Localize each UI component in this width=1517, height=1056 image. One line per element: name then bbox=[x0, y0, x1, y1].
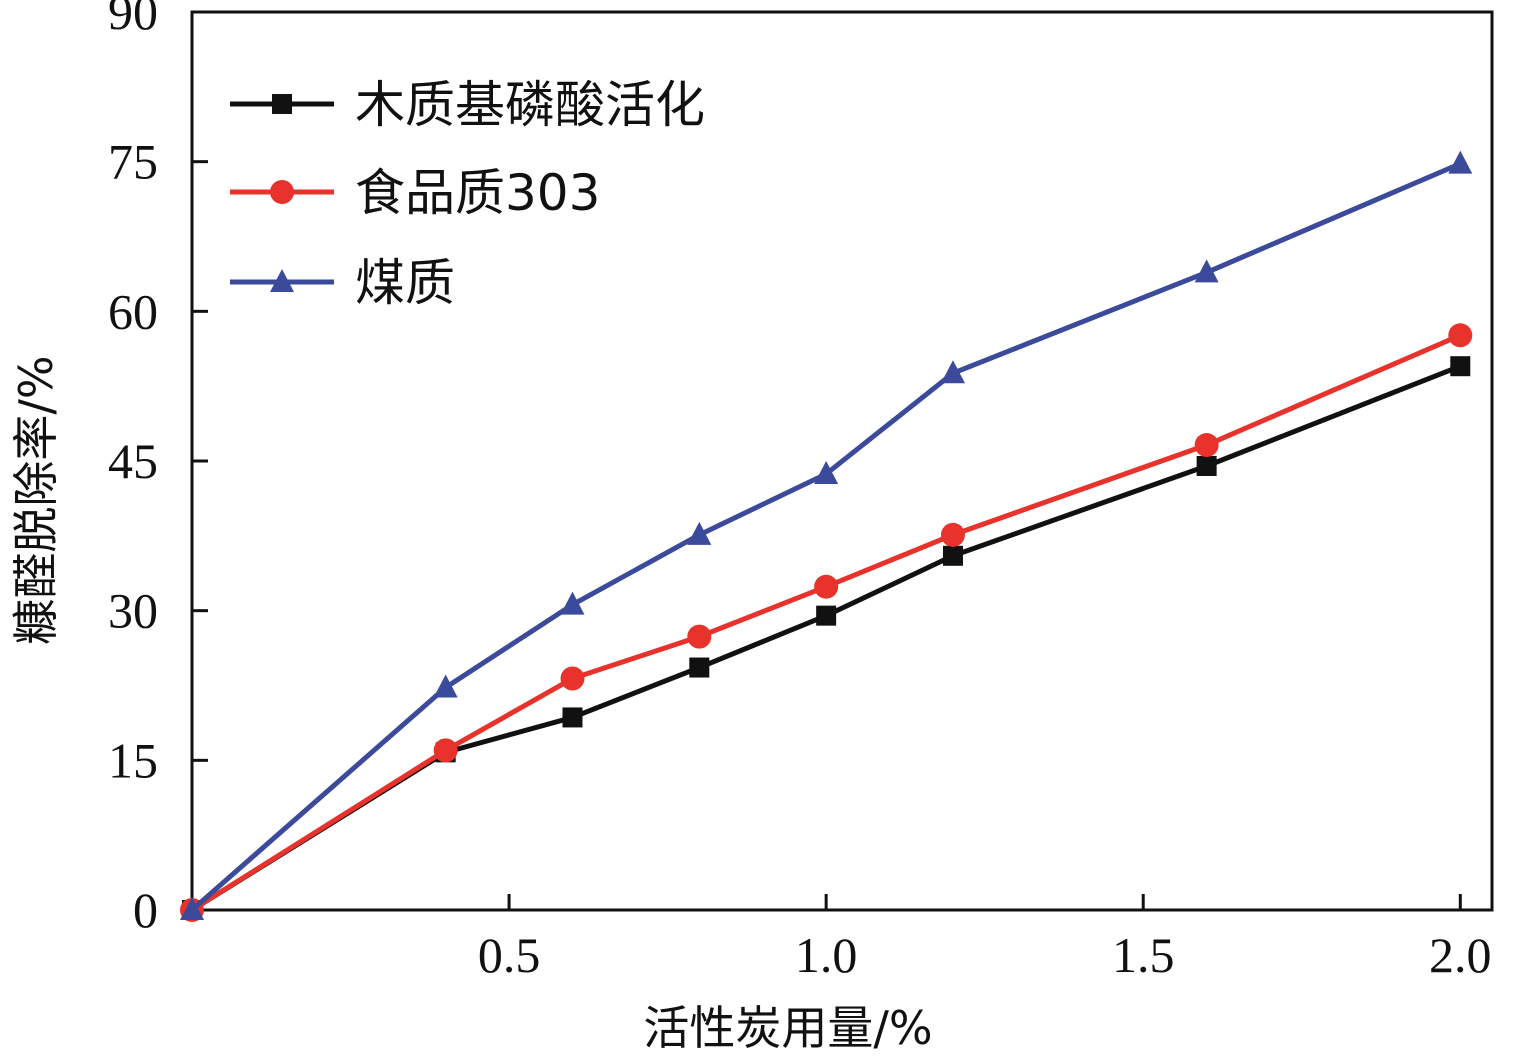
x-axis: 0.5 1.0 1.5 2.0 bbox=[478, 894, 1492, 983]
data-point bbox=[940, 522, 965, 547]
series-group bbox=[180, 150, 1473, 922]
y-tick-label: 45 bbox=[108, 433, 158, 489]
y-tick-label: 0 bbox=[133, 882, 158, 938]
data-point bbox=[1194, 433, 1219, 458]
data-point bbox=[814, 460, 839, 484]
x-tick-label: 1.5 bbox=[1112, 927, 1175, 983]
data-point bbox=[1448, 323, 1473, 348]
series-3 bbox=[180, 150, 1473, 920]
legend-label: 煤质 bbox=[355, 254, 455, 312]
data-point bbox=[562, 707, 583, 728]
data-point bbox=[940, 360, 965, 384]
y-axis: 0 15 30 45 60 75 90 bbox=[108, 0, 208, 938]
series-1 bbox=[182, 356, 1471, 920]
y-tick-label: 30 bbox=[108, 583, 158, 639]
legend-marker bbox=[270, 180, 294, 204]
x-tick-label: 0.5 bbox=[478, 927, 541, 983]
data-point bbox=[1196, 455, 1217, 476]
data-point bbox=[180, 897, 204, 920]
x-tick-label: 1.0 bbox=[795, 927, 858, 983]
data-point bbox=[942, 545, 963, 566]
series-line bbox=[190, 161, 1462, 912]
legend-marker bbox=[272, 94, 292, 114]
legend-item-3: 煤质 bbox=[230, 254, 455, 312]
y-tick-label: 90 bbox=[108, 0, 158, 40]
data-point bbox=[816, 605, 837, 626]
data-point bbox=[560, 666, 585, 691]
data-point bbox=[1194, 259, 1219, 283]
data-point bbox=[814, 574, 839, 599]
series-line bbox=[190, 332, 1462, 913]
y-tick-label: 75 bbox=[108, 134, 158, 190]
data-point bbox=[433, 738, 458, 763]
legend-item-1: 木质基磷酸活化 bbox=[230, 76, 705, 134]
data-point bbox=[433, 674, 458, 698]
legend-marker bbox=[270, 269, 294, 292]
legend-item-2: 食品质303 bbox=[230, 164, 600, 222]
y-axis-title: 糠醛脱除率/% bbox=[9, 355, 63, 644]
data-point bbox=[689, 657, 710, 678]
data-point bbox=[687, 624, 712, 649]
series-line bbox=[190, 363, 1462, 913]
legend-label: 食品质303 bbox=[355, 164, 600, 222]
x-tick-label: 2.0 bbox=[1429, 927, 1492, 983]
data-point bbox=[1450, 356, 1471, 377]
data-point bbox=[687, 521, 712, 545]
y-tick-label: 60 bbox=[108, 283, 158, 339]
data-point bbox=[1448, 150, 1473, 174]
y-tick-label: 15 bbox=[108, 732, 158, 788]
x-axis-title: 活性炭用量/% bbox=[643, 1001, 932, 1055]
data-point bbox=[560, 591, 585, 615]
legend-label: 木质基磷酸活化 bbox=[355, 76, 705, 134]
